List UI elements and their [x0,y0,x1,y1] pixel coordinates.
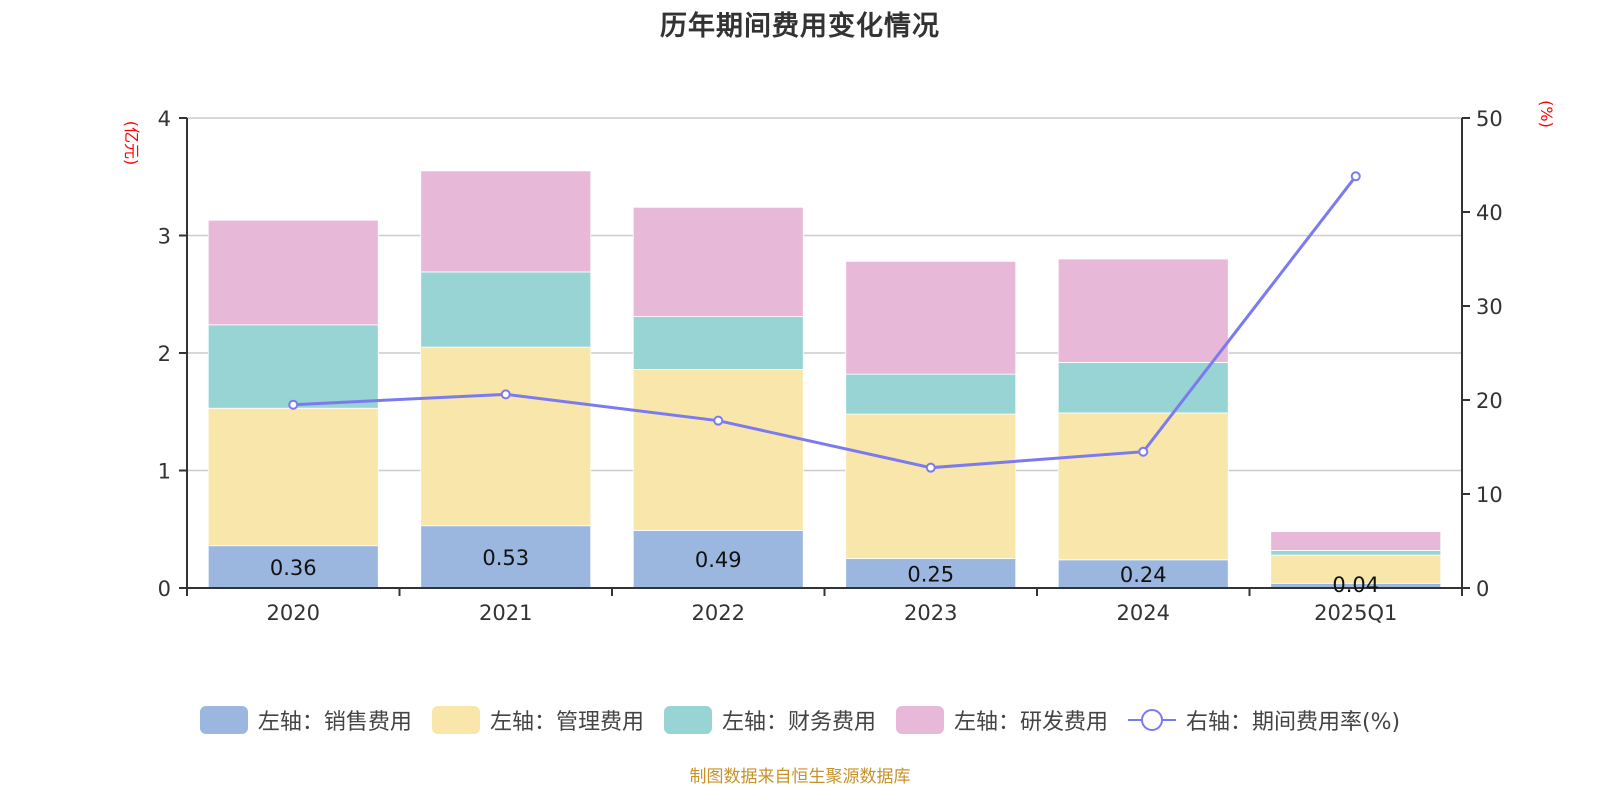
bar-data-label: 0.24 [1120,563,1167,587]
bar-data-label: 0.04 [1332,573,1379,597]
legend-label: 左轴：销售费用 [257,710,412,735]
right-axis-tick-label: 0 [1476,577,1489,601]
bar-data-label: 0.25 [907,562,954,586]
bar-segment[interactable] [632,369,804,531]
bar-segment[interactable] [845,260,1017,375]
bar-segment[interactable] [420,271,592,348]
bar-data-label: 0.36 [270,556,317,580]
legend-item-expense-rate[interactable]: 右轴：期间费用率(%) [1127,704,1401,736]
bar-segment[interactable] [632,206,804,317]
bar-segment[interactable] [420,346,592,527]
legend-item-rnd[interactable]: 左轴：研发费用 [895,704,1108,736]
expense-rate-point[interactable] [288,399,299,410]
line-layer [288,171,1361,473]
legend-swatch-rnd [895,706,944,734]
bar-segment[interactable] [1057,412,1229,561]
x-axis-tick-label: 2022 [692,601,745,625]
gridlines [187,117,1462,472]
legend-swatch-admin [431,706,480,734]
expense-rate-point[interactable] [925,462,936,473]
bar-segment[interactable] [1057,361,1229,414]
bar-data-label: 0.53 [482,546,529,570]
line-circle-marker-icon [1127,706,1176,734]
right-axis-tick-label: 30 [1476,295,1503,319]
x-axis-tick-label: 2020 [267,601,320,625]
bar-segment[interactable] [1057,258,1229,363]
legend-item-admin[interactable]: 左轴：管理费用 [431,704,644,736]
legend-label: 左轴：财务费用 [721,710,876,735]
chart-title: 历年期间费用变化情况 [660,11,940,42]
right-axis-unit: (%) [1537,100,1556,128]
left-axis-tick-label: 3 [158,225,171,249]
legend-label: 右轴：期间费用率(%) [1185,710,1401,735]
left-axis-tick-label: 4 [158,107,171,131]
x-axis-tick-label: 2024 [1117,601,1170,625]
bar-segment[interactable] [207,324,379,409]
x-axis-tick-label: 2025Q1 [1314,601,1397,625]
right-axis-tick-label: 40 [1476,201,1503,225]
expense-rate-point[interactable] [713,415,724,426]
bar-segment[interactable] [845,413,1017,560]
bar-segment[interactable] [207,219,379,326]
bar-segment[interactable] [207,407,379,547]
legend-item-finance[interactable]: 左轴：财务费用 [663,704,876,736]
x-axis-tick-label: 2021 [479,601,532,625]
bar-segment[interactable] [632,316,804,370]
bar-segment[interactable] [845,558,1017,589]
legend-label: 左轴：管理费用 [489,710,644,735]
expense-rate-point[interactable] [1138,446,1149,457]
bar-segment[interactable] [845,373,1017,415]
data-source-note: 制图数据来自恒生聚源数据库 [689,767,911,787]
left-axis-tick-label: 2 [158,342,171,366]
left-axis-tick-label: 0 [158,577,171,601]
right-axis-tick-label: 10 [1476,483,1503,507]
bar-segment[interactable] [632,530,804,589]
bar-labels: 0.36 0.53 0.49 0.25 0.24 0.04 [270,546,1379,597]
expense-rate-line [293,175,1357,470]
bar-layer [207,170,1442,589]
right-axis-tick-label: 20 [1476,389,1503,413]
bar-segment[interactable] [1057,559,1229,589]
legend-swatch-sales [199,706,248,734]
bar-segment[interactable] [1270,550,1442,556]
x-axis-tick-label: 2023 [904,601,957,625]
legend-swatch-finance [663,706,712,734]
bar-segment[interactable] [420,170,592,273]
left-axis-tick-label: 1 [158,460,171,484]
bar-segment[interactable] [1270,554,1442,584]
expense-rate-point[interactable] [500,389,511,400]
left-axis-unit: (亿元) [122,121,141,166]
legend-label: 左轴：研发费用 [953,710,1108,735]
legend-item-sales[interactable]: 左轴：销售费用 [199,704,412,736]
legend: 左轴：销售费用 左轴：管理费用 左轴：财务费用 左轴：研发费用 右轴：期间费用率… [0,704,1600,736]
expense-rate-point[interactable] [1350,171,1361,182]
bar-segment[interactable] [420,525,592,589]
bar-data-label: 0.49 [695,548,742,572]
right-axis-tick-label: 50 [1476,107,1503,131]
bar-segment[interactable] [1270,531,1442,551]
